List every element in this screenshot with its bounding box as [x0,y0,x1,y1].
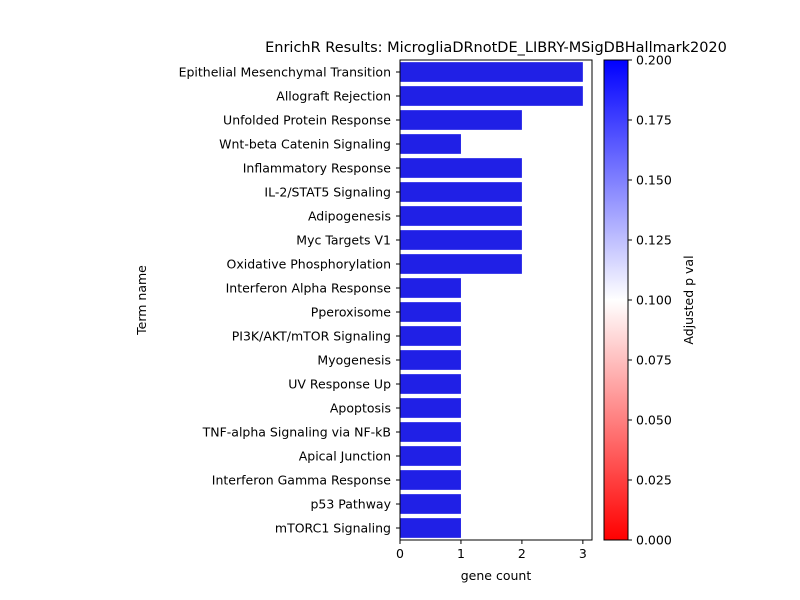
y-tick-label: Interferon Alpha Response [226,281,392,296]
y-tick-label: Oxidative Phosphorylation [227,257,391,272]
colorbar-ticks: 0.000 0.025 0.050 0.075 0.100 0.125 0.150 0.175… [628,53,672,548]
bar [400,398,461,418]
y-tick-label: Myogenesis [317,353,391,368]
colorbar-label: Adjusted p val [681,255,696,344]
bars-layer [400,62,583,538]
colorbar-tick-label: 0.075 [636,353,672,368]
colorbar-tick-label: 0.050 [636,413,672,428]
bar [400,158,522,178]
y-tick-label: Myc Targets V1 [296,233,391,248]
x-axis-ticks: 0 1 2 3 [396,540,587,561]
colorbar-tick-label: 0.125 [636,233,672,248]
x-tick-label: 3 [579,546,587,561]
y-tick-label: TNF-alpha Signaling via NF-kB [202,425,391,440]
y-tick-label: IL-2/STAT5 Signaling [264,185,391,200]
y-tick-label: Pperoxisome [311,305,391,320]
bar [400,230,522,250]
x-tick-label: 2 [518,546,526,561]
y-tick-label: Unfolded Protein Response [223,113,391,128]
bar [400,254,522,274]
chart-title: EnrichR Results: MicrogliaDRnotDE_LIBRY-… [265,40,727,56]
y-tick-label: PI3K/AKT/mTOR Signaling [232,329,391,344]
bar [400,470,461,490]
bar [400,110,522,130]
colorbar-tick-label: 0.150 [636,173,672,188]
bar [400,446,461,466]
y-tick-label: Interferon Gamma Response [212,473,392,488]
bar [400,62,583,82]
bar [400,86,583,106]
y-tick-label: Inflammatory Response [243,161,392,176]
bar [400,182,522,202]
colorbar-tick-label: 0.200 [636,53,672,68]
y-tick-label: Epithelial Mesenchymal Transition [179,65,391,80]
bar [400,326,461,346]
bar [400,422,461,442]
y-tick-label: Adipogenesis [308,209,391,224]
y-axis-label: Term name [134,265,149,336]
y-tick-label: Allograft Rejection [276,89,391,104]
bar [400,278,461,298]
bar [400,518,461,538]
bar [400,494,461,514]
y-tick-label: p53 Pathway [310,497,391,512]
colorbar [603,59,629,541]
bar [400,206,522,226]
plot-frame [399,59,593,541]
x-tick-label: 1 [457,546,465,561]
y-tick-label: Apoptosis [330,401,391,416]
colorbar-tick-label: 0.000 [636,533,672,548]
bar [400,302,461,322]
y-tick-label: mTORC1 Signaling [275,521,391,536]
bar [400,374,461,394]
colorbar-tick-label: 0.100 [636,293,672,308]
y-tick-label: Apical Junction [299,449,391,464]
colorbar-tick-label: 0.175 [636,113,672,128]
bar [400,350,461,370]
x-axis-label: gene count [461,568,532,583]
category-labels: Epithelial Mesenchymal Transition Allogra… [179,65,400,536]
y-tick-label: UV Response Up [288,377,391,392]
y-tick-label: Wnt-beta Catenin Signaling [219,137,391,152]
x-tick-label: 0 [396,546,404,561]
colorbar-tick-label: 0.025 [636,473,672,488]
bar [400,134,461,154]
